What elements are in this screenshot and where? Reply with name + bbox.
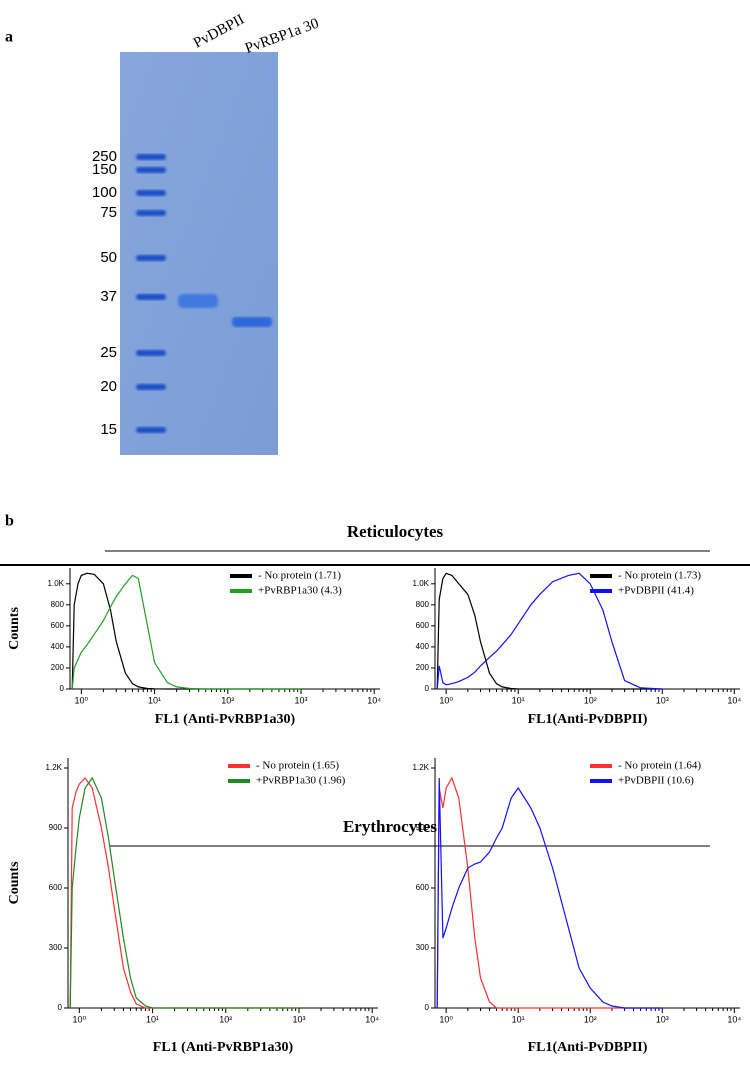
y-tick-label: 200 (416, 663, 430, 672)
x-tick-label: 10⁴ (727, 1014, 741, 1024)
ladder-band (136, 384, 166, 390)
gel-band (232, 317, 272, 327)
histogram-line (436, 572, 663, 690)
y-axis-label: Counts (7, 607, 22, 650)
x-tick-label: 10¹ (148, 695, 161, 705)
histogram-line (436, 777, 663, 1009)
panel-label: a (5, 29, 13, 46)
x-tick-label: 10¹ (512, 695, 525, 705)
x-tick-label: 10² (584, 1014, 597, 1024)
histogram-line (436, 572, 663, 690)
x-tick-label: 10⁰ (75, 695, 89, 705)
x-tick-label: 10⁴ (365, 1014, 379, 1024)
lane-label: PvRBP1a 30 (243, 16, 321, 57)
y-tick-label: 0 (425, 1003, 430, 1012)
group-title: Reticulocytes (347, 522, 444, 541)
marker-label: 100 (92, 184, 117, 201)
legend-label: - No protein (1.73) (618, 570, 701, 582)
marker-label: 20 (100, 378, 117, 395)
y-tick-label: 800 (51, 600, 65, 609)
x-tick-label: 10⁰ (73, 1014, 87, 1024)
y-tick-label: 0 (58, 1003, 63, 1012)
x-tick-label: 10¹ (512, 1014, 525, 1024)
marker-label: 37 (100, 288, 117, 305)
y-tick-label: 1.0K (48, 579, 65, 588)
y-tick-label: 900 (49, 823, 63, 832)
x-tick-label: 10² (584, 695, 597, 705)
x-tick-label: 10⁴ (367, 695, 381, 705)
y-tick-label: 600 (51, 621, 65, 630)
ladder-band (136, 190, 166, 196)
x-tick-label: 10³ (292, 1014, 305, 1024)
x-axis-label: FL1(Anti-PvDBPII) (528, 712, 648, 727)
x-tick-label: 10³ (294, 695, 307, 705)
y-tick-label: 1.2K (413, 763, 430, 772)
legend-label: +PvRBP1a30 (4.3) (258, 585, 342, 597)
y-tick-label: 600 (49, 883, 63, 892)
x-tick-label: 10⁰ (439, 1014, 453, 1024)
histogram-line (69, 776, 299, 1009)
gel-band (178, 294, 218, 308)
y-tick-label: 200 (51, 663, 65, 672)
x-tick-label: 10⁰ (439, 695, 453, 705)
histogram-line (71, 574, 301, 690)
x-tick-label: 10¹ (146, 1014, 159, 1024)
y-tick-label: 0 (60, 684, 65, 693)
legend-label: - No protein (1.64) (618, 760, 701, 772)
ladder-band (136, 350, 166, 356)
x-axis-label: FL1 (Anti-PvRBP1a30) (155, 712, 296, 727)
marker-label: 250 (92, 148, 117, 165)
x-tick-label: 10⁴ (727, 695, 741, 705)
marker-label: 25 (100, 344, 117, 361)
ladder-band (136, 294, 166, 300)
y-axis-label: Counts (7, 861, 22, 904)
marker-label: 50 (100, 249, 117, 266)
legend-label: - No protein (1.71) (258, 570, 341, 582)
y-tick-label: 1.0K (413, 579, 430, 588)
x-axis-label: FL1 (Anti-PvRBP1a30) (153, 1040, 294, 1055)
ladder-band (136, 427, 166, 433)
legend-label: +PvDBPII (10.6) (618, 775, 694, 787)
y-tick-label: 300 (49, 943, 63, 952)
y-tick-label: 900 (416, 823, 430, 832)
legend-label: - No protein (1.65) (256, 760, 339, 772)
legend-label: +PvDBPII (41.4) (618, 585, 694, 597)
y-tick-label: 400 (416, 642, 430, 651)
marker-label: 150 (92, 161, 117, 178)
lane-label: PvDBPII (191, 12, 247, 52)
legend-label: +PvRBP1a30 (1.96) (256, 775, 346, 787)
y-tick-label: 400 (51, 642, 65, 651)
x-tick-label: 10³ (656, 1014, 669, 1024)
ladder-band (136, 210, 166, 216)
y-tick-label: 0 (425, 684, 430, 693)
ladder-band (136, 167, 166, 173)
group-title: Erythrocytes (343, 817, 437, 836)
y-tick-label: 1.2K (46, 763, 63, 772)
x-tick-label: 10³ (656, 695, 669, 705)
x-axis-label: FL1(Anti-PvDBPII) (528, 1040, 648, 1055)
panel-label: b (5, 513, 14, 530)
y-tick-label: 600 (416, 621, 430, 630)
histogram-line (436, 776, 663, 1009)
y-tick-label: 800 (416, 600, 430, 609)
y-tick-label: 300 (416, 943, 430, 952)
x-tick-label: 10² (219, 1014, 232, 1024)
ladder-band (136, 154, 166, 160)
gel (120, 52, 278, 455)
marker-label: 15 (100, 421, 117, 438)
y-tick-label: 600 (416, 883, 430, 892)
marker-label: 75 (100, 204, 117, 221)
ladder-band (136, 255, 166, 261)
x-tick-label: 10² (221, 695, 234, 705)
